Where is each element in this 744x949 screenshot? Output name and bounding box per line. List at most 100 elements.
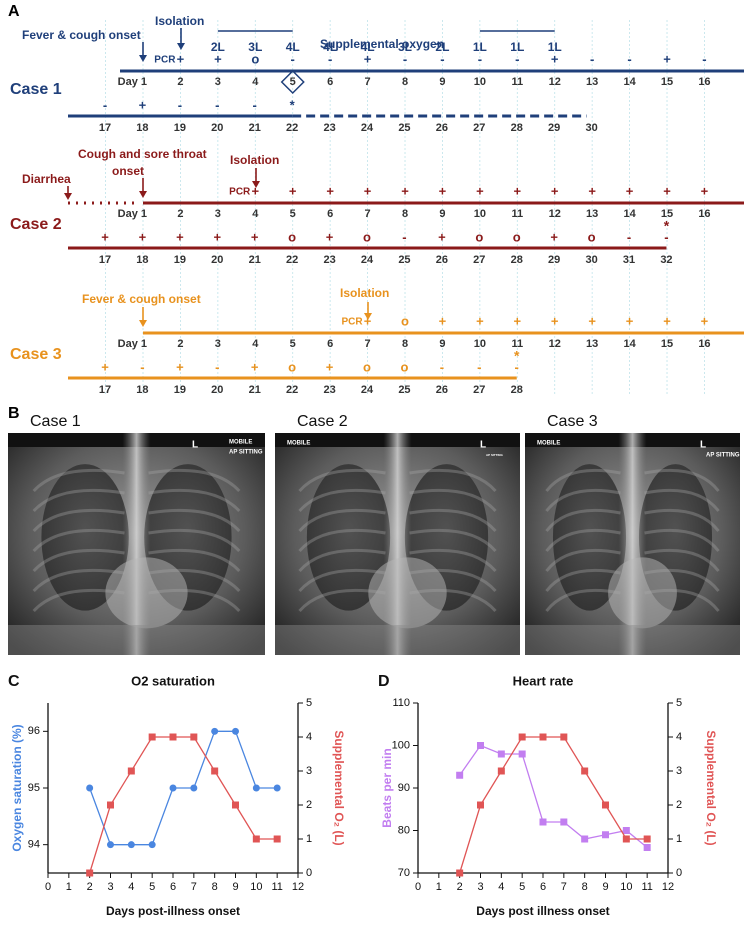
point: [581, 835, 589, 843]
x-tick-label: 6: [540, 881, 546, 893]
day-label: 11: [511, 76, 523, 88]
day-label: 17: [99, 122, 111, 134]
series-line: [459, 744, 648, 849]
day-label: 30: [585, 122, 597, 134]
point: [539, 733, 547, 741]
pcr-label: PCR: [341, 317, 363, 328]
x-tick-label: 2: [457, 881, 463, 893]
y-tick-label: 110: [392, 697, 410, 709]
point: [497, 767, 505, 775]
xray-rib: [545, 468, 621, 492]
point: [169, 733, 177, 741]
y2-axis-label: Supplemental O₂ (L): [332, 730, 346, 845]
day-label: 29: [548, 254, 560, 266]
xray-marker: L: [700, 440, 706, 451]
day-label: 4: [252, 338, 259, 350]
day-label: 5: [290, 76, 296, 88]
xray-rib: [298, 588, 386, 613]
pcr-result: -: [590, 51, 594, 66]
xray-rib: [32, 508, 125, 533]
day-label: 22: [286, 384, 298, 396]
y-tick-label: 70: [398, 867, 410, 879]
day-label: Day 1: [118, 76, 147, 88]
y-tick-label: 96: [28, 725, 40, 737]
point: [127, 841, 135, 849]
pcr-result: +: [551, 51, 559, 66]
day-label: 20: [211, 122, 223, 134]
xray-heart: [368, 557, 447, 629]
pcr-result: o: [513, 229, 521, 244]
y-axis-label: Beats per min: [380, 748, 394, 827]
series-line: [89, 736, 278, 874]
arrow-head: [139, 320, 147, 327]
y2-tick-label: 0: [306, 867, 312, 879]
xray-marker: AP SITTING: [229, 450, 263, 456]
oxygen-flow: 4L: [323, 40, 337, 54]
day-label: 18: [136, 254, 148, 266]
xray-rib: [644, 468, 720, 492]
day-label: 23: [323, 122, 335, 134]
xray-rib: [545, 488, 621, 512]
day-label: 21: [249, 254, 261, 266]
pcr-result: +: [251, 359, 259, 374]
day-label: 32: [660, 254, 672, 266]
pcr-result: +: [213, 229, 221, 244]
day-label: 9: [439, 338, 445, 350]
pcr-result: -: [664, 229, 668, 244]
xray-rib: [32, 528, 125, 553]
xray-rib: [644, 568, 720, 592]
chart-title: Heart rate: [513, 673, 574, 688]
case-name: Case 3: [10, 346, 62, 363]
y-tick-label: 90: [398, 782, 410, 794]
y2-tick-label: 1: [676, 833, 682, 845]
point: [602, 831, 609, 839]
xray-rib: [545, 548, 621, 572]
day-label: 22: [286, 122, 298, 134]
day-label: 22: [286, 254, 298, 266]
xray-rib: [298, 548, 386, 573]
x-tick-label: 7: [561, 881, 567, 893]
day-label: 28: [511, 254, 523, 266]
day-label: 11: [511, 338, 523, 350]
xray-rib: [409, 588, 497, 613]
point: [560, 818, 568, 826]
x-tick-label: 5: [149, 881, 155, 893]
annotation: Diarrhea: [22, 172, 71, 186]
day-label: 14: [623, 76, 636, 88]
point: [539, 818, 547, 826]
pcr-result: +: [476, 183, 484, 198]
oxygen-flow: 4L: [286, 40, 300, 54]
annotation: Cough and sore throat: [78, 147, 207, 161]
xray-rib: [298, 508, 386, 533]
xray-rib: [644, 488, 720, 512]
xray-rib: [409, 468, 497, 493]
pcr-result: -: [178, 97, 182, 112]
x-tick-label: 10: [620, 881, 632, 893]
pcr-result: -: [515, 359, 519, 374]
x-tick-label: 5: [519, 881, 525, 893]
pcr-result: +: [326, 229, 334, 244]
pcr-result: +: [101, 229, 109, 244]
y2-tick-label: 3: [676, 765, 682, 777]
point: [232, 727, 239, 735]
annotation: Fever & cough onset: [22, 28, 141, 42]
pcr-result: +: [626, 183, 634, 198]
xray-rib: [298, 488, 386, 513]
point: [560, 733, 568, 741]
pcr-result: o: [363, 229, 371, 244]
day-label: 4: [252, 76, 259, 88]
pcr-result: o: [288, 359, 296, 374]
y2-tick-label: 0: [676, 867, 682, 879]
day-label: 16: [698, 338, 710, 350]
day-label: 17: [99, 254, 111, 266]
xray-rib: [545, 588, 621, 612]
case-name: Case 1: [10, 81, 62, 98]
day-label: 12: [549, 76, 561, 88]
xray-rib: [148, 528, 241, 553]
pcr-result: +: [139, 229, 147, 244]
pcr-result: o: [475, 229, 483, 244]
pcr-result: +: [701, 183, 709, 198]
day-label: 2: [177, 338, 183, 350]
xray-marker: MOBILE: [229, 440, 252, 446]
xray-rib: [409, 548, 497, 573]
